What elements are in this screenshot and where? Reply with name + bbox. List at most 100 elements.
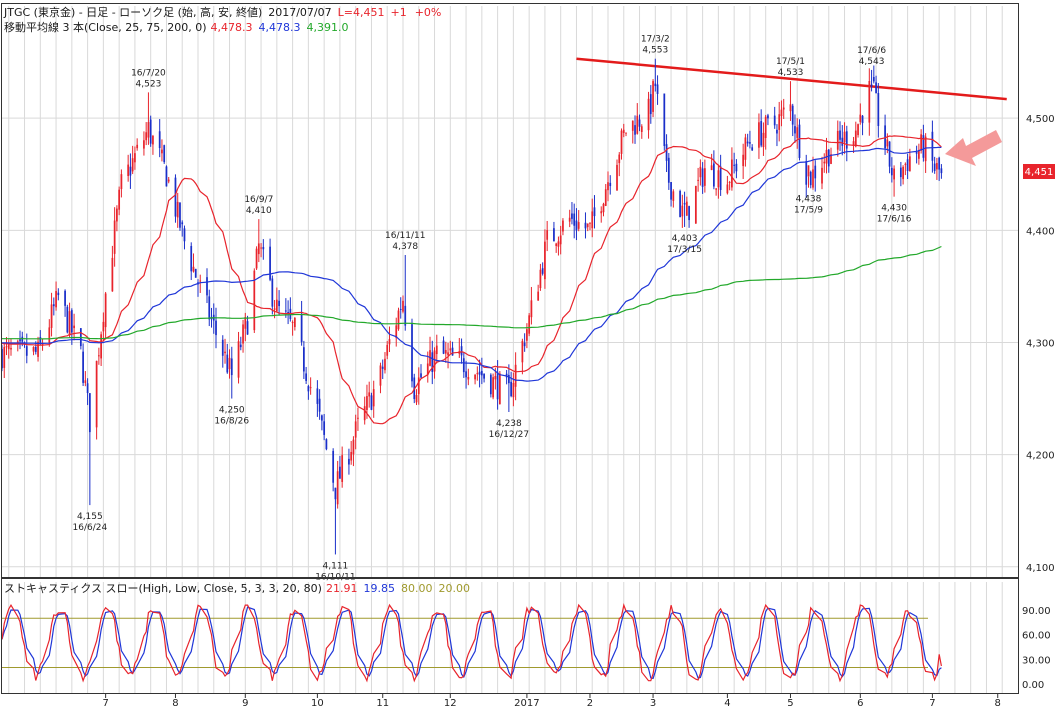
candle-body [782,107,785,110]
annotation-date: 17/5/1 [776,57,805,67]
x-tick-label: 8 [172,698,178,709]
candle-body [830,154,832,164]
candle-body [922,135,925,158]
candle-body [699,166,702,178]
candle-body [370,395,373,410]
y-tick-label: 4,200 [1026,451,1055,462]
candle-body [284,310,287,312]
trendline-layer [576,57,1007,101]
y-tick-label: 4,500 [1026,114,1055,125]
candle-body [381,366,384,369]
candle-body [174,177,177,217]
candle-body [814,165,817,179]
candle-body [246,321,249,335]
candle-body [780,109,783,117]
candle-body [868,81,871,123]
candle-body [334,487,337,500]
candle-body [161,149,163,154]
candle-body [591,211,594,229]
candle-body [584,222,587,229]
stoch-d-line [1,606,942,680]
candle-body [460,346,463,356]
annotation-value: 4,155 [77,512,103,522]
x-tick-label: 12 [444,698,457,709]
candle-body [215,320,217,336]
candle-body [404,305,407,326]
candle-body [206,277,208,296]
candle-body [631,120,634,131]
candle-body [131,158,134,172]
candle-body [483,373,485,379]
candle-body [3,346,6,368]
candle-body [593,207,596,217]
candle-body [352,439,355,455]
candle-body [703,168,706,186]
x-tick-label: 10 [311,698,324,709]
candle-body [638,119,641,127]
candle-body [307,386,310,392]
last-price-badge [1023,164,1055,179]
header-title: JTGC (東京金) - 日足 - ローソク足 (始, 高, 安, 終値) 201… [3,5,441,19]
candle-body [57,292,60,296]
candle-body [589,222,591,224]
candle-body [68,311,71,336]
candle-body [442,340,445,354]
candle-body [431,352,434,372]
candle-body [514,364,517,387]
candle-body [228,357,231,370]
candle-body [325,439,328,450]
candle-body [158,131,161,148]
candle-body [167,179,170,182]
candle-body [395,325,398,339]
ma25-line [1,135,942,425]
annotation-value: 4,238 [496,419,522,429]
candle-body [48,327,51,344]
candle-body [70,310,73,333]
ma-legend: 移動平均線 3 本(Close, 25, 75, 200, 0) 4,478.3 4… [4,20,349,34]
candle-body [915,151,918,154]
candle-body [273,308,276,310]
candle-body [672,191,675,201]
candle-body [302,347,305,372]
candle-body [663,93,666,147]
candle-body [735,163,738,172]
candle-body [25,346,28,356]
candle-body [388,339,391,345]
candle-body [271,278,274,307]
candle-body [562,220,564,232]
candle-body [685,201,688,216]
candle-body [66,306,69,333]
candle-body [733,164,736,166]
candle-body [553,228,555,242]
candle-body [163,145,166,163]
candle-body [435,345,438,355]
candle-body [476,373,479,375]
candle-body [354,421,357,438]
candle-body [841,137,844,146]
candle-body [764,116,767,139]
stoch-y-tick-label: 90.00 [1022,606,1051,617]
candle-body [654,83,657,87]
candle-body [600,211,603,214]
candle-body [127,164,130,177]
candle-body [226,354,229,373]
candle-body [640,126,643,132]
candle-body [149,119,152,144]
annotation-value: 4,378 [392,242,418,252]
stochastic-lines [1,602,942,683]
candle-body [568,217,571,222]
candle-body [888,141,891,167]
candle-body [839,130,841,140]
annotation-value: 4,403 [672,234,698,244]
candle-body [762,132,765,148]
moving-averages [1,135,942,425]
candle-body [411,324,413,382]
candle-body [165,166,168,187]
candle-body [807,165,810,177]
candle-body [902,166,904,180]
candle-body [537,291,540,301]
candle-body [609,182,612,187]
candle-body [749,142,751,144]
candle-body [681,205,684,217]
